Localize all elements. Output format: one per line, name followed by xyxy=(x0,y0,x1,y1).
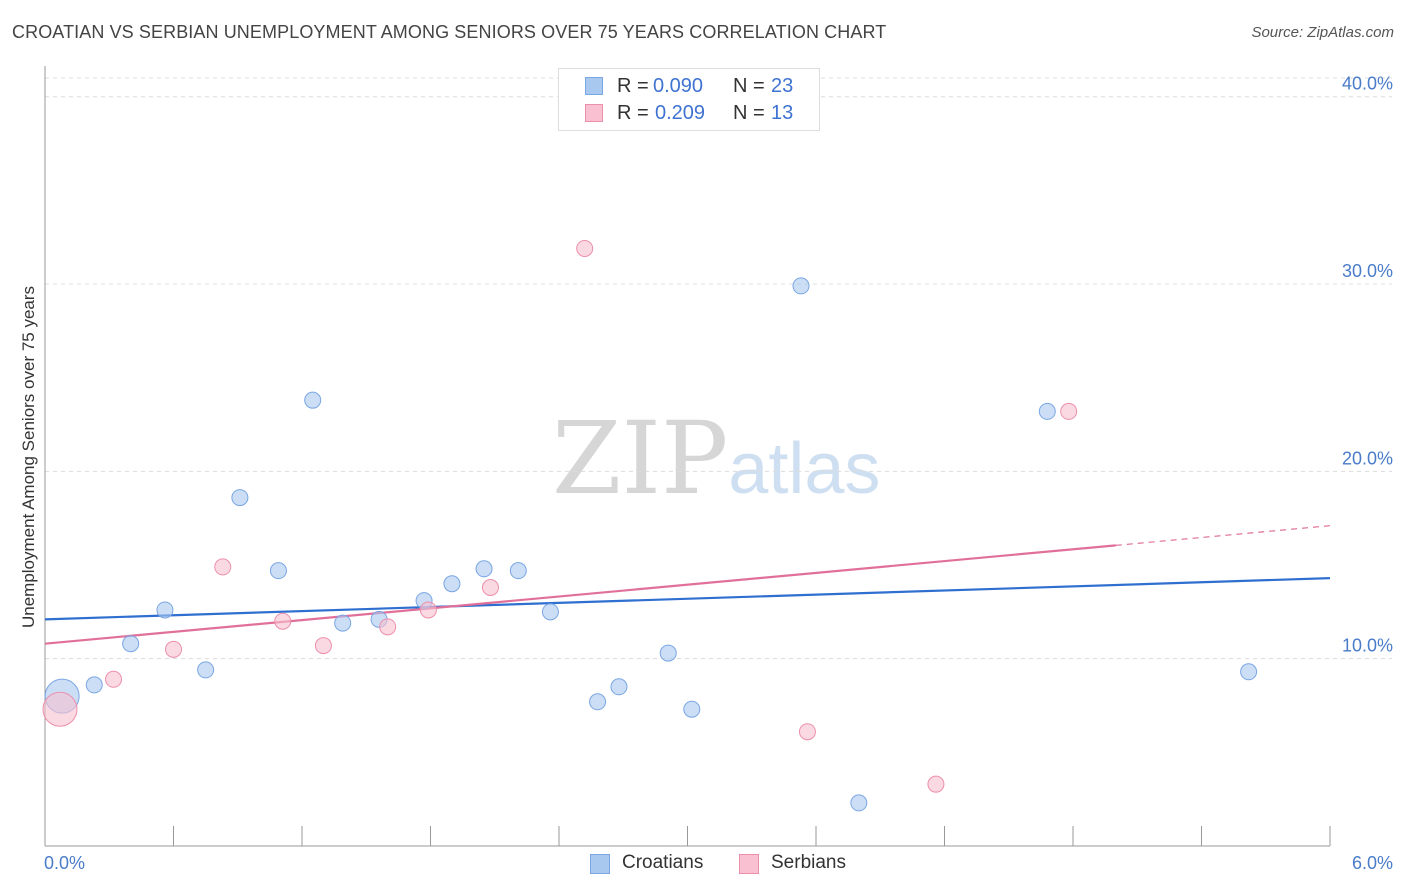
y-tick-label: 30.0% xyxy=(1342,261,1393,281)
legend-n-label: N = xyxy=(733,102,765,124)
legend-n-value: 23 xyxy=(771,75,794,97)
legend-n-value: 13 xyxy=(771,102,794,124)
legend-r-label: R = xyxy=(617,75,649,97)
trend-line-croatians xyxy=(44,577,1331,621)
legend-n-label: N = xyxy=(733,75,765,97)
point-croatians xyxy=(589,693,607,711)
axes xyxy=(44,66,1331,847)
point-croatians xyxy=(610,678,628,696)
point-serbians xyxy=(927,775,945,793)
bottom-legend-label-serbians: Serbians xyxy=(771,852,846,873)
data-points xyxy=(42,239,1258,812)
legend-r-value: 0.209 xyxy=(655,102,706,124)
correlation-legend: R = 0.090 N = 23 R = 0.209 N = 13 xyxy=(558,68,820,131)
y-tick-label: 40.0% xyxy=(1342,74,1393,94)
trend-lines xyxy=(44,525,1331,645)
point-croatians xyxy=(792,277,810,295)
point-croatians xyxy=(156,601,174,619)
point-croatians xyxy=(509,562,527,580)
legend-swatch-serbians xyxy=(585,104,603,122)
legend-r-value: 0.090 xyxy=(653,75,704,97)
chart-title: CROATIAN VS SERBIAN UNEMPLOYMENT AMONG S… xyxy=(12,22,887,42)
bottom-legend-swatch-serbians xyxy=(739,854,759,874)
point-croatians xyxy=(541,603,559,621)
point-serbians xyxy=(214,558,232,576)
point-croatians xyxy=(659,644,677,662)
point-croatians xyxy=(1240,663,1258,681)
point-croatians xyxy=(304,391,322,409)
x-tick-label: 0.0% xyxy=(44,853,85,873)
point-croatians xyxy=(85,676,103,694)
point-croatians xyxy=(443,575,461,593)
point-croatians xyxy=(231,489,249,507)
point-serbians xyxy=(798,723,816,741)
point-serbians xyxy=(274,612,292,630)
point-croatians xyxy=(475,560,493,578)
y-axis-title: Unemployment Among Seniors over 75 years xyxy=(19,286,38,628)
y-tick-label: 10.0% xyxy=(1342,636,1393,656)
tick-labels: 10.0% 20.0% 30.0% 40.0% 0.0% 6.0% Unemployment… xyxy=(19,74,1393,873)
trend-line-serbians xyxy=(44,544,1116,645)
point-croatians xyxy=(122,635,140,653)
point-serbians xyxy=(1060,402,1078,420)
point-croatians xyxy=(197,661,215,679)
point-serbians xyxy=(481,579,499,597)
point-serbians xyxy=(42,691,78,727)
point-croatians xyxy=(850,794,868,812)
point-serbians xyxy=(165,640,182,658)
point-croatians xyxy=(683,700,701,718)
trend-line-extension-serbians xyxy=(1115,525,1331,546)
point-croatians xyxy=(334,614,352,632)
bottom-legend-label-croatians: Croatians xyxy=(622,852,704,873)
watermark: ZIPatlas xyxy=(552,400,880,517)
watermark-zip: ZIP xyxy=(552,400,729,517)
bottom-legend-swatch-croatians xyxy=(590,854,610,874)
point-croatians xyxy=(1038,402,1056,420)
point-serbians xyxy=(314,637,332,655)
x-tick-label: 6.0% xyxy=(1352,853,1393,873)
gridlines xyxy=(45,77,1392,660)
point-serbians xyxy=(379,618,397,636)
legend-swatch-croatians xyxy=(585,77,603,95)
y-tick-label: 20.0% xyxy=(1342,448,1393,468)
point-serbians xyxy=(419,601,437,619)
point-serbians xyxy=(105,670,123,688)
legend-r-label: R = xyxy=(617,102,649,124)
watermark-atlas: atlas xyxy=(728,429,881,509)
point-croatians xyxy=(269,562,287,580)
source-credit: Source: ZipAtlas.com xyxy=(1251,24,1394,41)
point-serbians xyxy=(576,239,594,257)
